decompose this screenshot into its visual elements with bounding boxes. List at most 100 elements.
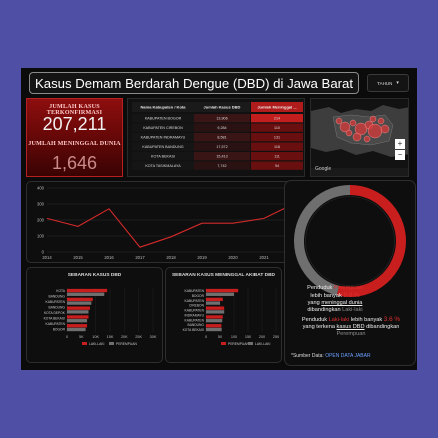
table-region-name: KOTA BEKASI xyxy=(151,155,175,159)
category-label: INDRAMAYU xyxy=(184,313,204,317)
x-tick-label: 0 xyxy=(66,335,68,339)
table-header-label: Jumlah Meninggal ... xyxy=(257,105,296,110)
data-source-link[interactable]: OPEN DATA JABAR xyxy=(325,353,371,359)
legend-swatch xyxy=(82,342,87,345)
bar-perempuan xyxy=(206,315,223,319)
legend-label: PEREMPUAN xyxy=(116,342,138,346)
map-marker xyxy=(349,119,357,127)
google-logo: Google xyxy=(315,166,332,172)
deaths-bar-chart: 0 50 100 150 200 250KABUPATENBOGORKABUPATENCI… xyxy=(183,288,279,346)
zoom-in-button[interactable]: + xyxy=(395,139,405,149)
bar-perempuan xyxy=(67,292,105,296)
map-marker xyxy=(380,124,390,134)
x-tick-label: 20K xyxy=(121,335,128,339)
category-label: KABUPATEN xyxy=(185,299,205,303)
table-value: 13,906 xyxy=(216,117,227,121)
table-value: 118 xyxy=(274,145,280,149)
table-cell xyxy=(132,133,194,142)
table-cell xyxy=(132,123,194,132)
bar-laki-laki xyxy=(67,297,93,302)
dashboard-frame: Kasus Demam Berdarah Dengue (DBD) di Jaw… xyxy=(21,68,417,370)
table-value: 7,742 xyxy=(217,164,226,168)
data-source: *Sumber Data: OPEN DATA JABAR xyxy=(291,353,371,359)
insight-deaths-text: lebih banyak xyxy=(310,293,342,299)
line-chart-panel: 0 100 200 300 400 2014 2015 2016 2017 2018 2019 202… xyxy=(26,181,302,263)
bar-laki-laki xyxy=(206,292,234,296)
insight-cases-pct: 3.6 % xyxy=(383,316,401,323)
cases-bar-title: SEBARAN KASUS DBD xyxy=(67,273,122,278)
category-label: KABUPATEN xyxy=(185,309,205,313)
insight-cases-text: Penduduk xyxy=(301,317,328,323)
table-cell xyxy=(194,133,250,142)
page-title: Kasus Demam Berdarah Dengue (DBD) di Jaw… xyxy=(29,72,359,94)
legend-swatch xyxy=(221,342,226,345)
map-markers xyxy=(335,115,390,143)
insight-deaths-text: dibandingkan xyxy=(307,307,341,313)
table-header-cell xyxy=(194,102,250,112)
x-tick-label: 100 xyxy=(231,335,237,339)
deaths-label: JUMLAH MENINGGAL DUNIA xyxy=(28,141,121,147)
x-tick-label: 2014 xyxy=(42,255,52,260)
x-tick-label: 2020 xyxy=(228,255,238,260)
bar-perempuan xyxy=(67,310,89,314)
zoom-out-button[interactable]: − xyxy=(395,150,405,160)
table-cell xyxy=(194,152,250,161)
x-tick-label: 25K xyxy=(135,335,142,339)
x-tick-label: 15K xyxy=(107,335,114,339)
table-cell xyxy=(194,114,250,123)
y-tick-label: 100 xyxy=(37,234,45,239)
chevron-down-icon: ▾ xyxy=(396,80,399,86)
year-dropdown[interactable]: TAHUN ▾ xyxy=(367,74,409,92)
insight-cases-text: kasus DBD xyxy=(336,324,365,330)
deaths-bar-title: SEBARAN KASUS MENINGGAL AKIBAT DBD xyxy=(171,273,276,278)
bar-laki-laki xyxy=(67,324,88,328)
bar-perempuan xyxy=(206,288,239,293)
table-cell xyxy=(251,142,303,151)
insight-deaths-text: meninggal dunia xyxy=(321,300,363,306)
bar-laki-laki xyxy=(206,319,223,323)
insight-cases: Penduduk Laki-laki lebih banyak 3.6 % ya… xyxy=(287,316,415,338)
donut-inner-ring xyxy=(305,196,395,286)
series-line xyxy=(46,202,296,248)
table-cell xyxy=(251,161,303,170)
table-region-name: KOTA TASIKMALAYA xyxy=(145,164,181,168)
map-marker xyxy=(339,121,351,133)
category-label: KOTA xyxy=(56,289,66,293)
table-cell xyxy=(132,161,194,170)
table-cell xyxy=(132,114,194,123)
map-marker xyxy=(367,123,383,139)
donut-slice-laki-laki xyxy=(294,185,351,296)
table-cell xyxy=(251,152,303,161)
insight-deaths-pct: 8.0 % xyxy=(343,292,360,299)
bar-perempuan xyxy=(67,319,88,323)
bar-perempuan xyxy=(206,324,222,328)
bar-perempuan xyxy=(206,297,223,302)
x-tick-label: 30K xyxy=(150,335,157,339)
x-tick-label: 150 xyxy=(245,335,251,339)
table-region-name: KABUPATEN BANDUNG xyxy=(142,145,183,149)
region-table: Nama Kabupaten / Kota Jumlah Kasus DBD Jum… xyxy=(127,98,305,177)
donut-slice-perempuan xyxy=(336,185,406,297)
map-marker xyxy=(354,122,368,136)
legend-swatch xyxy=(109,342,114,345)
category-label: BOGOR xyxy=(53,328,66,332)
table-value: 9,284 xyxy=(217,126,226,130)
category-label: KOTA DEPOK xyxy=(44,311,66,315)
table-value: 110 xyxy=(274,126,280,130)
insight-cases-text: dibandingkan xyxy=(366,324,400,330)
category-label: KOTA BEKASI xyxy=(44,317,65,321)
x-tick-label: 50 xyxy=(218,335,222,339)
category-label: KABUPATEN xyxy=(185,289,205,293)
bar-perempuan xyxy=(67,327,86,332)
insight-deaths-text: yang xyxy=(307,300,320,306)
kpi-panel: JUMLAH KASUS TERKONFIRMASI 207,211 JUMLA… xyxy=(26,98,123,177)
table-value: 94 xyxy=(275,164,279,168)
table-header-cell xyxy=(132,102,194,112)
table-cell xyxy=(194,161,250,170)
map-footer-bar xyxy=(311,168,408,176)
table-cell xyxy=(194,123,250,132)
map-panel[interactable]: Google + − xyxy=(310,98,409,177)
map-canvas xyxy=(311,105,408,176)
table-value: 17,572 xyxy=(216,145,227,149)
map-marker xyxy=(352,132,362,142)
